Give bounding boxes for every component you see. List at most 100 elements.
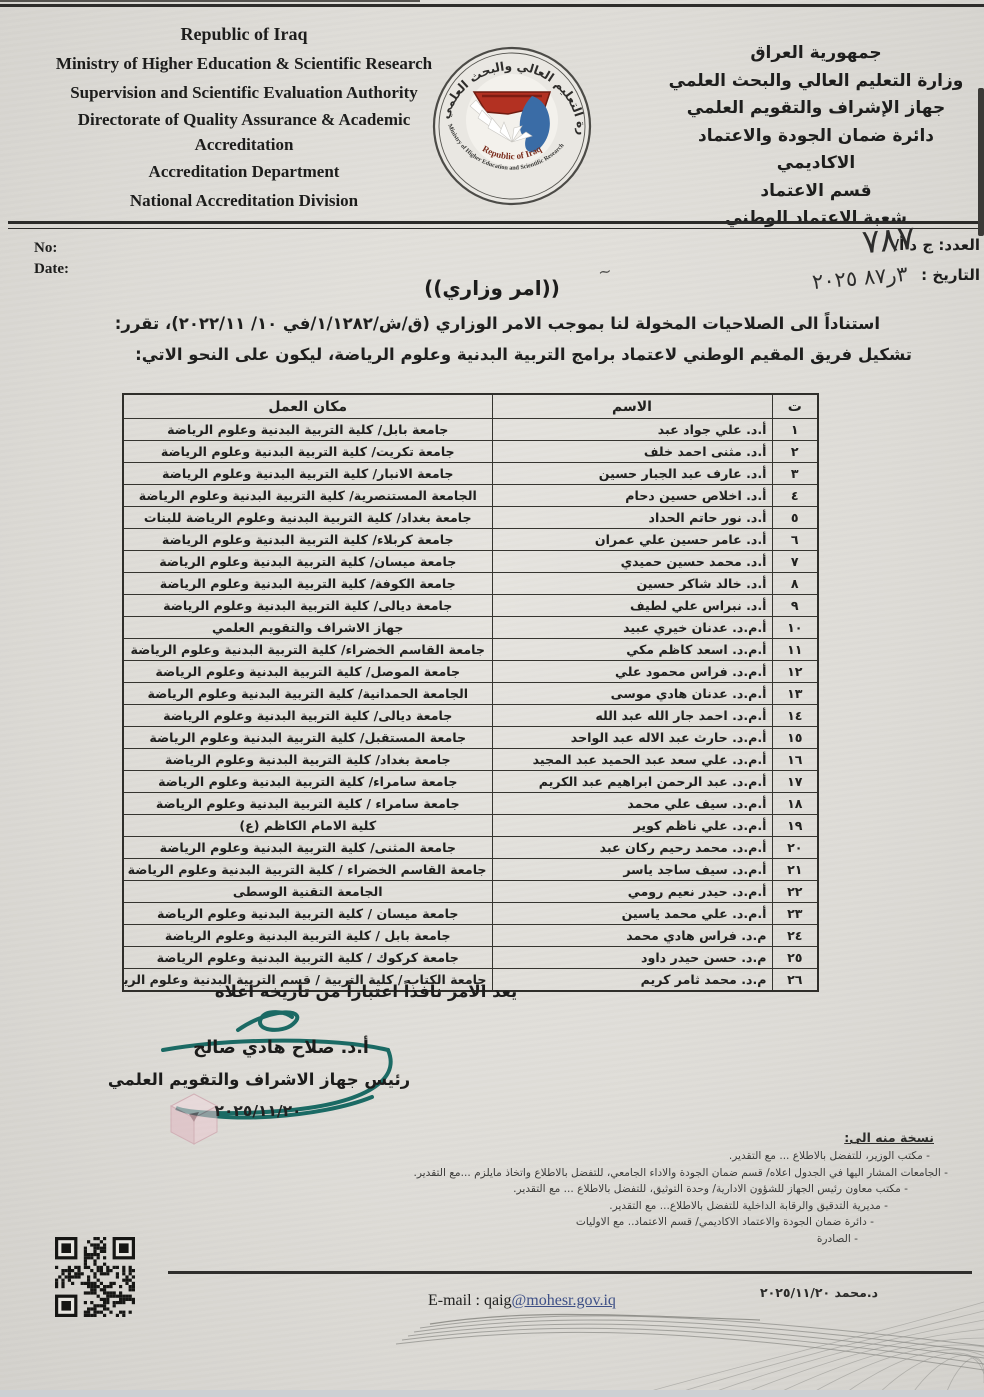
letterhead-ar-line: جهاز الإشراف والتقويم العلمي xyxy=(686,98,946,118)
cell-no: ١٣ xyxy=(771,682,819,705)
letterhead-arabic: جمهورية العراق وزارة التعليم العالي والب… xyxy=(664,40,968,233)
reference-block-ar: العدد: ج د أ/ ٧٨٧ التاريخ : ٣ر٨٧ ٢٠٢٥ xyxy=(750,218,980,296)
scan-moire-curves xyxy=(395,1301,984,1395)
distribution-item: الجامعات المشار اليها في الجدول اعلاه/ ق… xyxy=(336,1165,948,1182)
handwritten-check-mark: ~ xyxy=(596,261,613,282)
cell-workplace: الجامعة المستنصرية/ كلية التربية البدنية… xyxy=(122,484,493,507)
letterhead-ar-line: وزارة التعليم العالي والبحث العلمي xyxy=(668,70,964,91)
cell-name: أ.م.د. عبد الرحمن ابراهيم عبد الكريم xyxy=(491,770,773,793)
table-row: ١٢ أ.م.د. فراس محمود علي جامعة الموصل/ كلي… xyxy=(122,660,819,683)
distribution-item: مكتب معاون رئيس الجهاز للشؤون الادارية/ … xyxy=(336,1181,908,1198)
scan-top-edge-2 xyxy=(0,0,420,2)
table-row: ٢٢ أ.م.د. حيدر نعيم رومي الجامعة التقنية ا… xyxy=(122,880,819,903)
seal-rays xyxy=(469,99,533,143)
cell-name: أ.م.د. احمد جار الله عبد الله xyxy=(491,704,773,727)
table-row: ٢٣ أ.م.د. علي محمد ياسين جامعة ميسان / كلي… xyxy=(122,902,819,925)
letterhead-ar-line: دائرة ضمان الجودة والاعتماد الاكاديمي xyxy=(697,125,934,174)
email-line: E-mail : qaig@mohesr.gov.iq xyxy=(428,1292,616,1310)
cell-workplace: كلية الامام الكاظم (ع) xyxy=(122,814,493,837)
cell-workplace: جامعة بابل / كلية التربية البدنية وعلوم … xyxy=(122,924,493,947)
signature-date: ٢٠٢٥/١١/٢٠ xyxy=(214,1102,302,1120)
col-header-name: الاسم xyxy=(491,393,773,419)
scan-right-edge xyxy=(978,88,984,236)
col-header-no: ت xyxy=(771,393,819,419)
cell-no: ١٢ xyxy=(771,660,819,683)
cell-name: أ.م.د. عدنان هادي موسى xyxy=(491,682,773,705)
cell-no: ١٨ xyxy=(771,792,819,815)
cell-workplace: جامعة سامراء/ كلية التربية البدنية وعلوم… xyxy=(122,770,493,793)
cell-workplace: جامعة تكريت/ كلية التربية البدنية وعلوم … xyxy=(122,440,493,463)
ref-date-label: التاريخ : xyxy=(921,266,980,284)
intro-line-2: تشكيل فريق المقيم الوطني لاعتماد برامج ا… xyxy=(135,345,912,364)
cell-no: ٢٠ xyxy=(771,836,819,859)
col-header-workplace: مكان العمل xyxy=(122,393,493,419)
cell-name: أ.د. عامر حسين علي عمران xyxy=(491,528,773,551)
distribution-item: الصادرة xyxy=(336,1231,858,1248)
intro-line-1: استناداً الى الصلاحيات المخولة لنا بموجب… xyxy=(114,314,880,333)
cell-name: أ.د. اخلاص حسين دحام xyxy=(491,484,773,507)
cell-name: أ.م.د. حارث عبد الاله عبد الواحد xyxy=(491,726,773,749)
cell-workplace: جامعة القاسم الخضراء/ كلية التربية البدن… xyxy=(122,638,493,661)
letterhead-en-line: Accreditation Department xyxy=(148,162,340,181)
cell-name: م.د. محمد ثامر كريم xyxy=(491,968,773,992)
cell-no: ٣ xyxy=(771,462,819,485)
letterhead-ar-line: قسم الاعتماد xyxy=(760,180,872,201)
signatory-name: أ.د. صلاح هادي صالح xyxy=(193,1038,369,1058)
cell-workplace: جامعة ميسان/ كلية التربية البدنية وعلوم … xyxy=(122,550,493,573)
table-row: ١٧ أ.م.د. عبد الرحمن ابراهيم عبد الكريم جا… xyxy=(122,770,819,793)
distribution-item: دائرة ضمان الجودة والاعتماد الاكاديمي/ ق… xyxy=(336,1214,874,1231)
cell-no: ٧ xyxy=(771,550,819,573)
reference-labels-en: No: Date: xyxy=(34,238,69,280)
table-row: ١ أ.د. علي جواد عبد جامعة بابل/ كلية الترب… xyxy=(122,418,819,441)
seal-blue-shape xyxy=(519,96,550,153)
letterhead-en-line: National Accreditation Division xyxy=(129,191,359,210)
signatory-role: رئيس جهاز الاشراف والتقويم العلمي xyxy=(107,1070,411,1089)
cell-name: أ.م.د. علي سعد عبد الحميد عبد المجيد xyxy=(491,748,773,771)
letterhead-en-line: Ministry of Higher Education & Scientifi… xyxy=(55,54,433,73)
cell-workplace: جامعة بغداد/ كلية التربية البدنية وعلوم … xyxy=(122,748,493,771)
cell-no: ١٠ xyxy=(771,616,819,639)
cell-workplace: جامعة الموصل/ كلية التربية البدنية وعلوم… xyxy=(122,660,493,683)
cell-workplace: جامعة كركوك / كلية التربية البدنية وعلوم… xyxy=(122,946,493,969)
table-row: ١٦ أ.م.د. علي سعد عبد الحميد عبد المجيد جا… xyxy=(122,748,819,771)
email-link[interactable]: @mohesr.gov.iq xyxy=(511,1292,616,1309)
cell-workplace: جامعة ديالى/ كلية التربية البدنية وعلوم … xyxy=(122,704,493,727)
clerk-note: د.محمد ٢٠٢٥/١١/٢٠ xyxy=(759,1285,878,1300)
table-row: ٩ أ.د. نبراس علي لطيف جامعة ديالى/ كلية ال… xyxy=(122,594,819,617)
cell-name: أ.د. عارف عبد الجبار حسين xyxy=(491,462,773,485)
cell-no: ٦ xyxy=(771,528,819,551)
cell-no: ٢٦ xyxy=(771,968,819,992)
table-row: ٤ أ.د. اخلاص حسين دحام الجامعة المستنصرية/… xyxy=(122,484,819,507)
cell-name: م.د. فراس هادي محمد xyxy=(491,924,773,947)
cell-workplace: جامعة بغداد/ كلية التربية البدنية وعلوم … xyxy=(122,506,493,529)
letterhead-en-line: Accreditation xyxy=(194,135,294,154)
cell-name: أ.م.د. حيدر نعيم رومي xyxy=(491,880,773,903)
cell-no: ٢٥ xyxy=(771,946,819,969)
cell-name: أ.م.د. فراس محمود علي xyxy=(491,660,773,683)
cell-no: ١١ xyxy=(771,638,819,661)
distribution-item: مديرية التدقيق والرقابة الداخلية للتفضل … xyxy=(336,1198,888,1215)
table-row: ١٥ أ.م.د. حارث عبد الاله عبد الواحد جامعة … xyxy=(122,726,819,749)
cell-workplace: جامعة الكوفة/ كلية التربية البدنية وعلوم… xyxy=(122,572,493,595)
cell-no: ٢٣ xyxy=(771,902,819,925)
cell-no: ١٦ xyxy=(771,748,819,771)
table-row: ٢٦ م.د. محمد ثامر كريم جامعة الكتاب / كلية… xyxy=(122,968,819,992)
table-header-row: ت الاسم مكان العمل xyxy=(122,393,819,419)
cell-name: أ.م.د. علي محمد ياسين xyxy=(491,902,773,925)
cell-workplace: الجامعة الحمدانية/ كلية التربية البدنية … xyxy=(122,682,493,705)
qr-code xyxy=(55,1237,135,1317)
table-row: ٢١ أ.م.د. سيف ساجد ياسر جامعة القاسم الخضر… xyxy=(122,858,819,881)
cell-no: ١٧ xyxy=(771,770,819,793)
table-row: ٨ أ.د. خالد شاكر حسين جامعة الكوفة/ كلية ا… xyxy=(122,572,819,595)
scan-top-edge xyxy=(0,4,984,7)
cell-name: أ.د. علي جواد عبد xyxy=(491,418,773,441)
header-separator-rule xyxy=(8,221,978,229)
letterhead-en-line: Supervision and Scientific Evaluation Au… xyxy=(70,83,418,102)
ref-number-handwritten: ٧٨٧ xyxy=(860,217,917,262)
cell-name: أ.د. نور حاتم الحداد xyxy=(491,506,773,529)
table-row: ٢ أ.د. مثنى احمد خلف جامعة تكريت/ كلية الت… xyxy=(122,440,819,463)
table-row: ٢٠ أ.م.د. محمد رحيم ركان عبد جامعة المثنى/… xyxy=(122,836,819,859)
email-label: E-mail : xyxy=(428,1292,484,1309)
intro-paragraph: استناداً الى الصلاحيات المخولة لنا بموجب… xyxy=(66,308,912,370)
